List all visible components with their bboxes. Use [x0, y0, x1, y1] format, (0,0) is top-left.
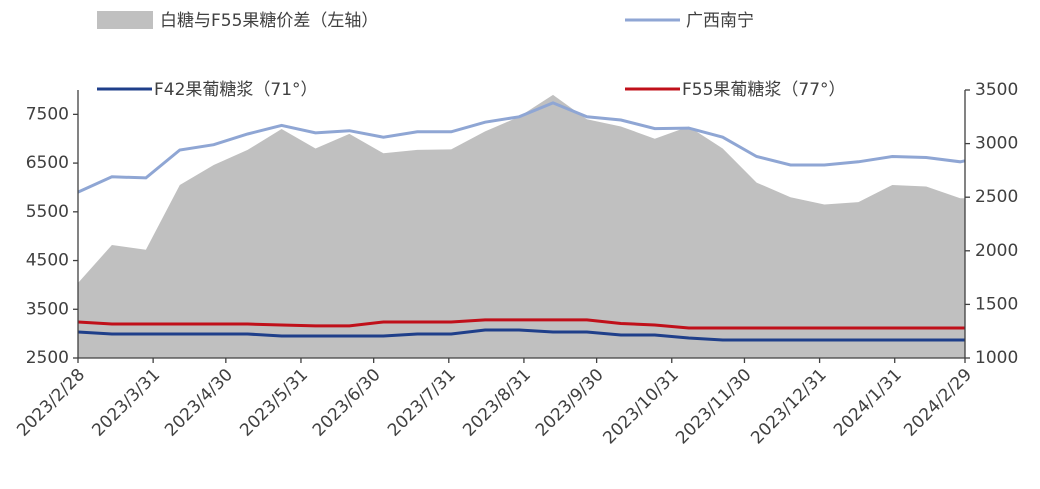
x-tick-label: 2024/1/31 — [830, 365, 906, 441]
plot: 2500 3500 4500 5500 6500 7500 1000 1500 2000 2500… — [13, 80, 1018, 448]
y2-tick-label: 1000 — [975, 348, 1018, 368]
x-tick-label: 2023/5/31 — [236, 365, 312, 441]
line — [77, 328, 965, 342]
x-tick-label: 2023/6/30 — [309, 365, 385, 441]
x-tick-label: 2024/2/29 — [900, 365, 976, 441]
legend-label: F42果葡糖浆（71°） — [154, 80, 318, 100]
x-tick-label: 2023/10/31 — [599, 365, 682, 448]
x-tick-label: 2023/8/31 — [459, 365, 535, 441]
x-tick-label: 2023/11/30 — [672, 365, 755, 448]
y-tick-label: 2500 — [26, 348, 69, 368]
legend-label: 白糖与F55果糖价差（左轴） — [160, 11, 378, 31]
y2-tick-label: 2500 — [975, 187, 1018, 207]
x-tick-label: 2023/2/28 — [13, 365, 89, 441]
x-tick-label: 2023/9/30 — [532, 365, 608, 441]
y2-tick-label: 2000 — [975, 241, 1018, 261]
y2-tick-label: 3000 — [975, 134, 1018, 154]
y-tick-label: 5500 — [26, 202, 69, 222]
y2-tick-label: 3500 — [975, 80, 1018, 100]
line — [77, 318, 965, 330]
x-tick-label: 2023/4/30 — [161, 365, 237, 441]
x-tick-label: 2023/7/31 — [384, 365, 460, 441]
area — [78, 94, 965, 359]
y-tick-label: 7500 — [26, 104, 69, 124]
legend-swatch — [97, 11, 153, 29]
y-tick-label: 6500 — [26, 153, 69, 173]
x-tick-label: 2023/12/31 — [747, 365, 830, 448]
y-tick-label: 4500 — [26, 251, 69, 271]
y2-tick-label: 1500 — [975, 294, 1018, 314]
legend-label: F55果葡糖浆（77°） — [682, 80, 846, 100]
line — [77, 101, 966, 194]
y-tick-label: 3500 — [26, 299, 69, 319]
x-tick-label: 2023/3/31 — [88, 365, 164, 441]
legend-label: 广西南宁 — [686, 11, 754, 31]
